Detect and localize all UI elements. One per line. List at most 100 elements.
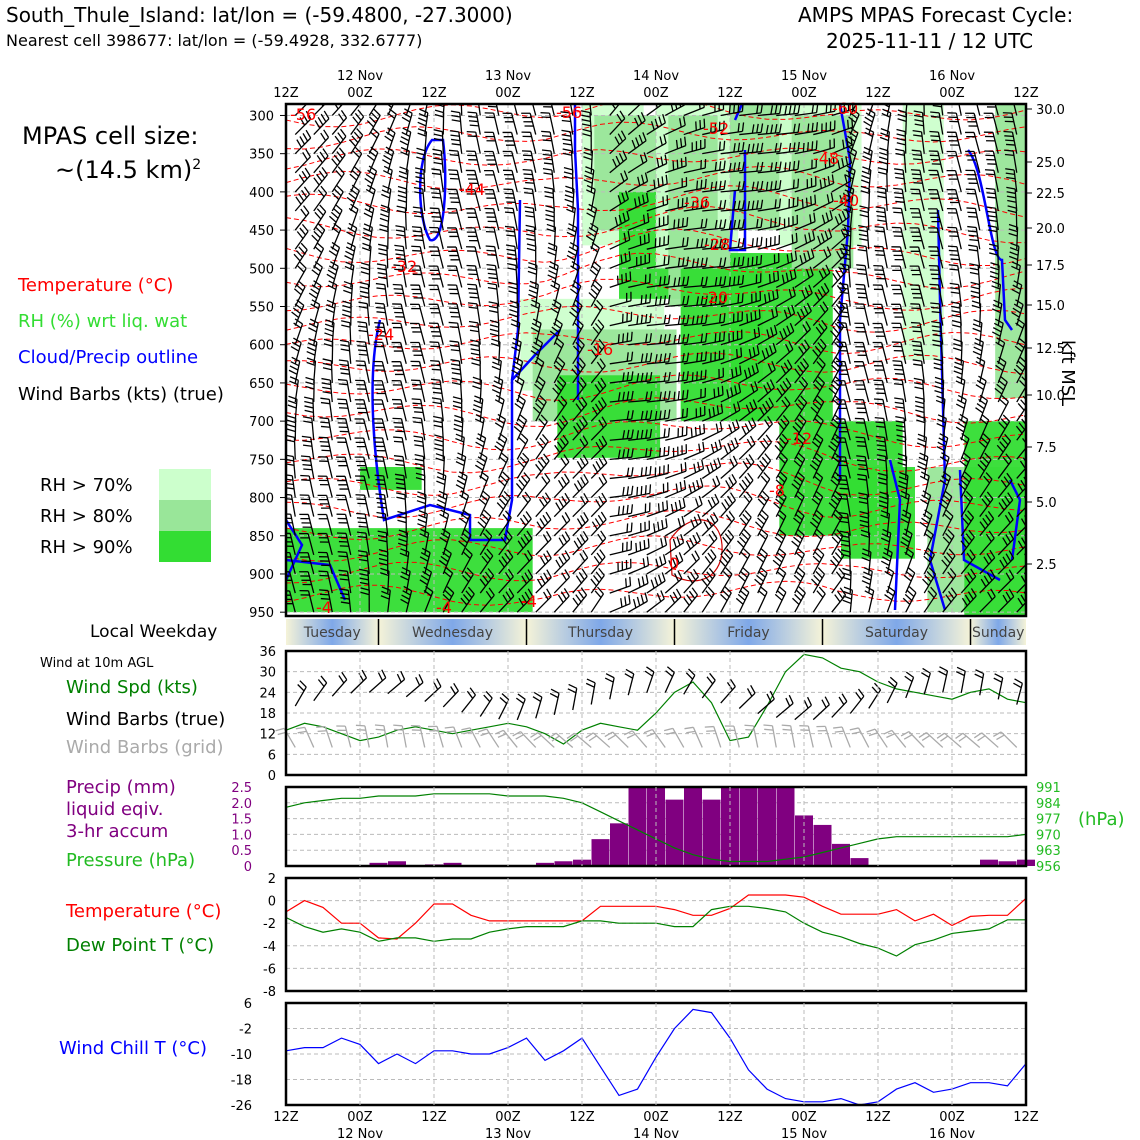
wind-barb-feather	[859, 238, 869, 242]
wind-barb	[516, 459, 530, 479]
kft-tick-label: 22.5	[1036, 187, 1065, 202]
wind-barb-feather	[709, 515, 716, 524]
wind-barb-feather	[683, 480, 687, 490]
wind-barb-feather	[640, 594, 645, 604]
wind-barb-feather	[840, 247, 850, 252]
wind-barb-feather	[932, 339, 942, 343]
wind-barb-feather	[837, 479, 847, 481]
wind-barb-feather	[322, 362, 332, 366]
wind-barb-feather	[835, 571, 843, 580]
wind-barb	[868, 571, 873, 594]
wind-barb-feather	[741, 122, 745, 132]
wind-barb	[291, 475, 296, 498]
wind-barb	[387, 104, 395, 116]
wind-barb-feather	[412, 206, 422, 209]
wind-barb-feather	[778, 198, 782, 208]
wind-barb-feather	[398, 529, 408, 534]
wind-barb-feather	[454, 414, 464, 419]
wind-barb-feather	[878, 160, 888, 165]
wind-barb-feather	[314, 120, 321, 129]
wind-barb	[609, 475, 632, 480]
wind-barb-feather	[322, 391, 332, 394]
wind-barb-feather	[596, 361, 604, 370]
wind-barb-feather	[594, 384, 601, 393]
wind-barb-feather	[507, 267, 517, 271]
grid-wind-barb-feather	[588, 735, 597, 742]
wind-barb-feather	[823, 177, 827, 187]
wind-barb-feather	[393, 440, 404, 443]
wind-barb-feather	[579, 438, 586, 447]
wind-barb-feather	[626, 448, 630, 458]
wind-barb-feather	[932, 343, 942, 347]
wind-barb-feather	[726, 389, 730, 399]
wind-barb	[899, 246, 907, 269]
surface-wind-barb-feather	[685, 672, 694, 680]
wind-barb	[1016, 426, 1026, 441]
wind-barb	[955, 208, 962, 231]
wind-barb	[775, 421, 790, 441]
wind-barb-feather	[296, 299, 305, 306]
wind-barb-feather	[1005, 534, 1012, 543]
wind-barb	[590, 593, 605, 613]
wind-barb-feather	[879, 151, 889, 156]
legend-precip-2: liquid eqiv.	[66, 799, 164, 820]
wind-barb-feather	[432, 153, 442, 156]
wind-barb-feather	[976, 356, 986, 363]
wind-barb-feather	[933, 362, 943, 366]
wind-barb-feather	[723, 238, 727, 248]
wind-barb	[775, 477, 788, 498]
wind-barb	[479, 516, 492, 537]
wind-barb-feather	[346, 231, 355, 238]
wind-barb-feather	[365, 188, 375, 195]
wind-barb-feather	[915, 100, 924, 102]
wind-barb-feather	[578, 419, 585, 428]
wind-barb	[665, 205, 687, 212]
wind-barb-feather	[788, 161, 791, 171]
grid-wind-barb-feather	[316, 725, 326, 728]
wind-barb-feather	[728, 162, 732, 172]
wind-barb-feather	[993, 322, 1003, 329]
surface-wind-barb-feather	[320, 675, 328, 684]
wind-barb-feather	[901, 513, 911, 520]
wind-barb	[939, 322, 944, 345]
wind-barb-feather	[297, 265, 305, 273]
wind-barb-feather	[879, 495, 889, 500]
wind-barb-feather	[681, 390, 685, 400]
wind-barb-feather	[811, 460, 820, 468]
wind-barb	[720, 110, 743, 117]
wind-barb-feather	[378, 553, 388, 557]
wind-barb	[849, 590, 854, 613]
surface-wind-barb-feather	[586, 678, 596, 684]
wind-barb-feather	[569, 242, 579, 248]
wind-barb-feather	[512, 365, 521, 371]
wind-barb-feather	[371, 112, 379, 120]
grid-wind-barb	[537, 732, 555, 748]
grid-wind-barb-feather	[993, 731, 1002, 738]
precip-bar	[591, 839, 610, 866]
wind-barb-feather	[696, 371, 698, 381]
wind-barb	[327, 418, 333, 441]
wind-barb-feather	[293, 253, 301, 262]
wind-barb-feather	[857, 445, 867, 448]
wind-barb-feather	[979, 417, 988, 425]
wind-barb-feather	[722, 571, 731, 579]
wind-barb	[664, 560, 684, 575]
wind-barb-feather	[437, 471, 447, 477]
surface-wind-barb	[627, 673, 635, 696]
wind-barb-feather	[378, 549, 388, 553]
wind-barb-feather	[330, 246, 339, 253]
surface-wind-barb-feather	[922, 667, 931, 674]
wind-barb	[812, 200, 834, 212]
wind-barb-feather	[418, 117, 427, 123]
wind-barb	[399, 361, 407, 384]
wind-barb-feather	[640, 314, 643, 324]
wind-barb-feather	[813, 212, 816, 222]
wind-barb	[474, 265, 481, 288]
wind-barb-feather	[1017, 402, 1025, 411]
wind-barb-feather	[948, 249, 958, 252]
wind-barb-feather	[857, 248, 867, 252]
wind-barb-feather	[998, 379, 1006, 387]
wind-barb-feather	[951, 310, 961, 314]
wind-barb	[776, 112, 799, 117]
wind-barb-feather	[640, 410, 644, 421]
